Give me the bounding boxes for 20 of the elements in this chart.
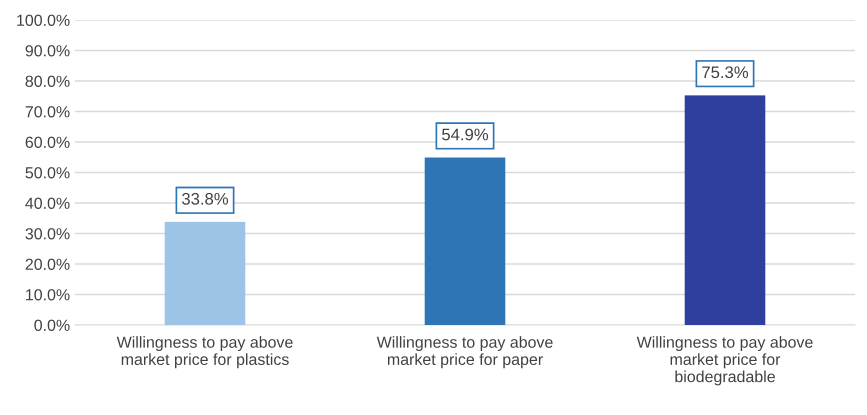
y-tick-label: 70.0% xyxy=(26,106,70,118)
x-tick-label: Willingness to pay above market price for biodegradable xyxy=(636,336,813,386)
y-tick-label: 60.0% xyxy=(26,136,70,148)
x-tick-label: Willingness to pay above market price for plastics xyxy=(116,336,293,368)
y-tick-label: 90.0% xyxy=(26,45,70,56)
y-tick-label: 10.0% xyxy=(26,289,70,300)
x-tick-label: Willingness to pay above market price for paper xyxy=(376,336,553,368)
y-tick-label: 20.0% xyxy=(26,258,70,270)
bar xyxy=(684,95,766,325)
data-label: 33.8% xyxy=(182,192,228,205)
y-tick-label: 100.0% xyxy=(17,14,70,26)
y-tick-label: 30.0% xyxy=(25,228,70,240)
data-label: 54.9% xyxy=(442,128,488,140)
bar xyxy=(164,222,246,325)
y-tick-label: 80.0% xyxy=(26,76,70,87)
y-tick-label: 40.0% xyxy=(25,198,70,209)
data-label: 75.3% xyxy=(702,66,748,78)
bar xyxy=(424,158,506,325)
y-tick-label: 0.0% xyxy=(34,320,70,331)
y-tick-label: 50.0% xyxy=(25,167,70,178)
